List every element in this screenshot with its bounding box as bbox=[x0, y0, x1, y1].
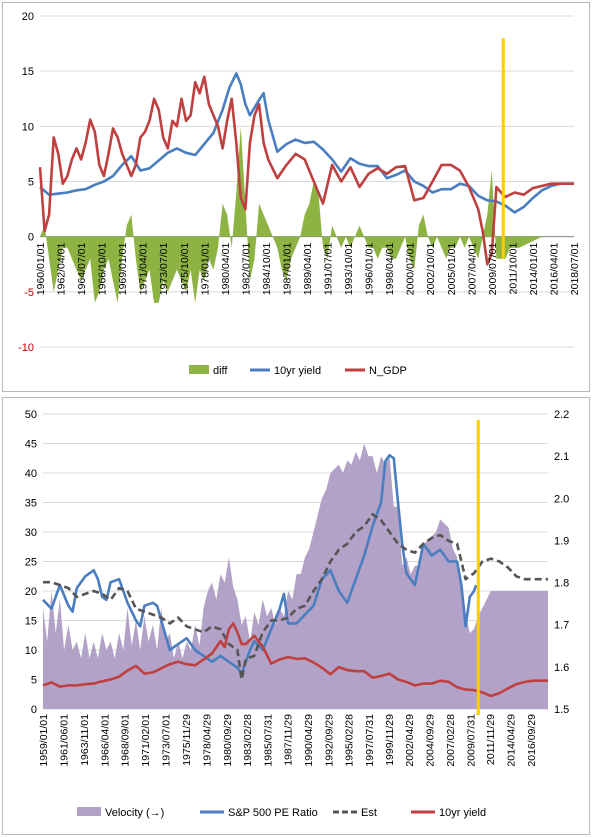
x-tick-label: 2002/10/01 bbox=[425, 243, 437, 296]
legend-label: N_GDP bbox=[369, 365, 407, 377]
legend-label: S&P 500 PE Ratio bbox=[228, 807, 318, 819]
x-tick-label: 1996/01/01 bbox=[364, 243, 376, 296]
x-tick-label: 1999/11/29 bbox=[384, 714, 396, 766]
y-tick-label: 15 bbox=[25, 616, 37, 628]
x-tick-label: 1990/04/29 bbox=[303, 714, 315, 767]
x-tick-label: 2004/09/29 bbox=[425, 714, 437, 767]
legend-swatch-velocity bbox=[77, 807, 101, 816]
x-tick-label: 1980/09/29 bbox=[222, 714, 234, 767]
x-tick-label: 1987/11/29 bbox=[282, 714, 294, 766]
legend-swatch-diff bbox=[189, 365, 209, 374]
series-diff-area bbox=[40, 126, 574, 303]
y2-tick-label: 2.0 bbox=[554, 493, 569, 505]
x-tick-label: 2005/01/01 bbox=[446, 243, 458, 296]
x-tick-label: 1975/11/29 bbox=[181, 714, 193, 766]
chart-panel-top: -10 -5 0 5 10 15 20 1960/01/01 1962/04/01 1964/07… bbox=[2, 2, 590, 392]
y-tick-label: 20 bbox=[25, 586, 37, 598]
y2-tick-label: 1.6 bbox=[554, 662, 569, 674]
x-tick-label: 2007/04/01 bbox=[466, 243, 478, 296]
y-tick-label: -10 bbox=[18, 342, 34, 354]
x-tick-label: 1968/09/01 bbox=[120, 714, 132, 767]
x-tick-label: 2000/07/01 bbox=[405, 243, 417, 296]
x-tick-label: 1985/07/31 bbox=[263, 714, 275, 767]
y-tick-label: 0 bbox=[31, 704, 37, 716]
y2-tick-label: 2.2 bbox=[554, 409, 569, 421]
x-tick-label: 2007/02/28 bbox=[445, 714, 457, 767]
legend-label: 10yr yield bbox=[439, 807, 486, 819]
x-tick-label: 1971/04/01 bbox=[138, 243, 150, 296]
x-tick-label: 1992/09/29 bbox=[323, 714, 335, 767]
y-tick-label: 45 bbox=[25, 439, 37, 451]
y-tick-label: 10 bbox=[25, 645, 37, 657]
x-tick-label: 2014/04/29 bbox=[506, 714, 518, 767]
x-tick-label: 1973/07/01 bbox=[158, 243, 170, 296]
x-tick-label: 2014/01/01 bbox=[528, 243, 540, 296]
legend-label: Est bbox=[361, 807, 377, 819]
x-tick-label: 1962/04/01 bbox=[56, 243, 68, 296]
x-tick-label: 1987/01/01 bbox=[281, 243, 293, 296]
x-tick-label: 1960/01/01 bbox=[35, 243, 47, 296]
x-tick-label: 2011/11/29 bbox=[485, 714, 497, 765]
x-tick-label: 1989/04/01 bbox=[302, 243, 314, 296]
x-tick-label: 1984/10/01 bbox=[261, 243, 273, 296]
y-tick-label: 5 bbox=[31, 675, 37, 687]
y-tick-label: 50 bbox=[25, 409, 37, 421]
series-10yr-yield-line bbox=[42, 622, 548, 698]
y2-tick-label: 1.7 bbox=[554, 620, 569, 632]
legend-label: Velocity (→) bbox=[105, 807, 164, 819]
x-tick-label: 2016/09/29 bbox=[526, 714, 538, 767]
x-tick-label: 1973/07/01 bbox=[161, 714, 173, 767]
x-tick-label: 1978/01/01 bbox=[199, 243, 211, 296]
x-tick-label: 2002/04/29 bbox=[404, 714, 416, 767]
y-tick-label: 40 bbox=[25, 468, 37, 480]
x-tick-label: 1975/10/01 bbox=[179, 243, 191, 296]
chart-bottom-svg: 0 5 10 15 20 25 30 35 40 45 50 1.5 1.6 1.7 1.8 1.9 2.0 2.… bbox=[25, 409, 570, 819]
x-tick-label: 1983/02/28 bbox=[242, 714, 254, 767]
x-tick-label: 1997/07/31 bbox=[364, 714, 376, 767]
x-tick-label: 2011/10/01 bbox=[507, 243, 519, 295]
series-pe-ratio-line bbox=[42, 454, 478, 675]
legend-label: diff bbox=[213, 365, 228, 377]
series-est-line bbox=[43, 513, 548, 681]
y-tick-label: 20 bbox=[22, 11, 34, 23]
y-tick-label: 0 bbox=[28, 232, 34, 244]
x-tick-label: 1959/01/01 bbox=[38, 714, 50, 767]
y-tick-label: -5 bbox=[24, 287, 34, 299]
y-tick-label: 10 bbox=[22, 121, 34, 133]
x-tick-label: 1995/02/28 bbox=[344, 714, 356, 767]
x-tick-label: 1964/07/01 bbox=[76, 243, 88, 296]
y2-tick-label: 1.8 bbox=[554, 578, 569, 590]
x-tick-label: 1969/01/01 bbox=[117, 243, 129, 296]
x-tick-label: 1966/10/01 bbox=[97, 243, 109, 296]
series-10yr-yield-line bbox=[39, 72, 574, 214]
legend-label: 10yr yield bbox=[274, 365, 321, 377]
y-tick-label: 30 bbox=[25, 527, 37, 539]
x-tick-label: 1991/07/01 bbox=[323, 243, 335, 296]
y2-tick-label: 2.1 bbox=[554, 451, 569, 463]
x-tick-label: 2009/07/01 bbox=[487, 243, 499, 296]
series-velocity-area bbox=[43, 443, 548, 709]
y-tick-label: 15 bbox=[22, 66, 34, 78]
x-tick-label: 2016/04/01 bbox=[548, 243, 560, 296]
x-tick-label: 1982/07/01 bbox=[240, 243, 252, 296]
series-ngdp-line bbox=[38, 75, 574, 266]
x-tick-label: 1998/04/01 bbox=[384, 243, 396, 296]
y-tick-label: 25 bbox=[25, 557, 37, 569]
x-tick-label: 2018/07/01 bbox=[569, 243, 581, 296]
y2-tick-label: 1.5 bbox=[554, 704, 569, 716]
x-tick-label: 1966/04/01 bbox=[99, 714, 111, 767]
chart-top-svg: -10 -5 0 5 10 15 20 1960/01/01 1962/04/01 1964/07… bbox=[18, 11, 581, 377]
y-tick-label: 5 bbox=[28, 177, 34, 189]
x-tick-label: 1971/02/01 bbox=[140, 714, 152, 767]
x-tick-label: 1963/11/01 bbox=[79, 714, 91, 766]
chart-panel-bottom: 0 5 10 15 20 25 30 35 40 45 50 1.5 1.6 1.7 1.8 1.9 2.0 2.… bbox=[2, 397, 590, 835]
y2-tick-label: 1.9 bbox=[554, 535, 569, 547]
x-tick-label: 1978/04/29 bbox=[201, 714, 213, 767]
x-tick-label: 1980/04/01 bbox=[220, 243, 232, 296]
x-tick-label: 1993/10/01 bbox=[343, 243, 355, 296]
x-tick-label: 2009/07/31 bbox=[465, 714, 477, 767]
y-tick-label: 35 bbox=[25, 498, 37, 510]
x-tick-label: 1961/06/01 bbox=[58, 714, 70, 767]
